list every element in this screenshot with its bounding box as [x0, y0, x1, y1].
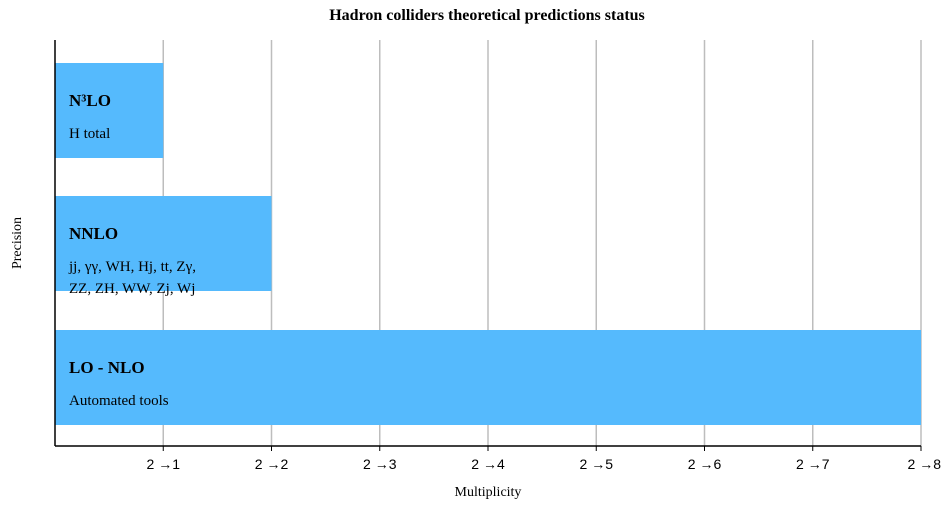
- bars-group: N³LO H total NNLO jj, γγ, WH, Hj, tt, Zγ, ZZ…: [55, 63, 921, 425]
- bar-label: NNLO: [69, 224, 118, 243]
- bar-label: N³LO: [69, 91, 111, 110]
- x-axis-label: Multiplicity: [455, 485, 522, 500]
- x-tick-label: 2 →7: [796, 456, 830, 472]
- x-tick-label: 2 →2: [255, 456, 289, 472]
- x-tick-label: 2 →6: [688, 456, 722, 472]
- x-tick-label: 2 →5: [580, 456, 614, 472]
- bar-label: LO - NLO: [69, 358, 145, 377]
- bar-annotation: Automated tools: [69, 393, 169, 409]
- y-axis-label: Precision: [10, 217, 25, 269]
- bar-group: LO - NLO Automated tools: [55, 330, 921, 425]
- bar: [55, 330, 921, 425]
- bar: [55, 63, 164, 158]
- bar-group: NNLO jj, γγ, WH, Hj, tt, Zγ, ZZ, ZH, WW, Z…: [55, 196, 272, 297]
- bar-annotation: jj, γγ, WH, Hj, tt, Zγ,: [68, 259, 196, 275]
- bar-annotation: H total: [69, 126, 110, 142]
- x-tick-label: 2 →3: [363, 456, 397, 472]
- bar: [55, 196, 272, 291]
- chart-title: Hadron colliders theoretical predictions…: [329, 7, 645, 24]
- grid-lines: [162, 40, 922, 446]
- bar-group: N³LO H total: [55, 63, 164, 158]
- x-tick-labels: 2 →1 2 →2 2 →3 2 →4 2 →5 2 →6 2 →7 2 →8: [147, 446, 942, 472]
- x-tick-label: 2 →4: [471, 456, 505, 472]
- bar-annotation: ZZ, ZH, WW, Zj, Wj: [69, 281, 195, 297]
- x-tick-label: 2 →1: [147, 456, 181, 472]
- x-tick-label: 2 →8: [908, 456, 942, 472]
